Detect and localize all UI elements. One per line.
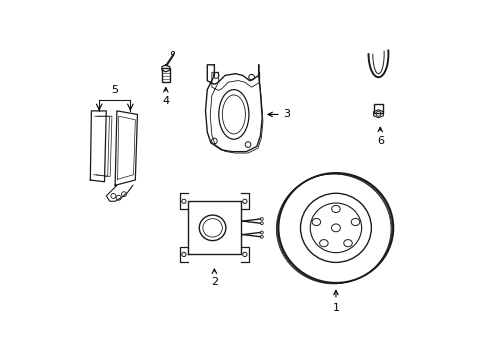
Text: 2: 2 xyxy=(210,269,218,287)
Text: 3: 3 xyxy=(267,109,290,120)
Text: 1: 1 xyxy=(332,291,339,312)
Bar xyxy=(162,68,169,82)
Text: 5: 5 xyxy=(111,85,118,95)
Bar xyxy=(373,104,382,113)
Text: 4: 4 xyxy=(162,87,169,106)
Text: 6: 6 xyxy=(376,127,383,146)
